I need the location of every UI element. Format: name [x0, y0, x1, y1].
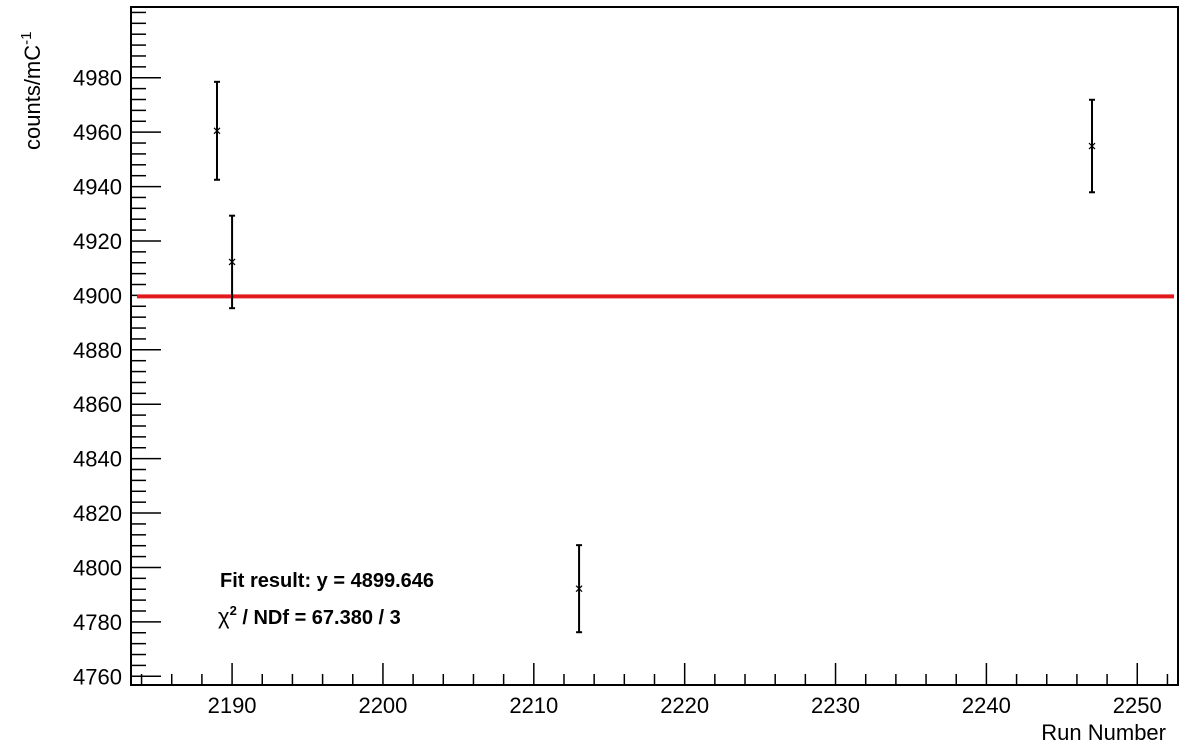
x-tick-label: 2220	[660, 693, 709, 718]
y-tick-label: 4800	[73, 555, 122, 580]
y-tick-label: 4880	[73, 338, 122, 363]
y-tick-label: 4920	[73, 229, 122, 254]
y-axis-title: counts/mC-1	[18, 32, 45, 151]
data-point	[1088, 98, 1096, 194]
x-tick-label: 2230	[811, 693, 860, 718]
y-tick-label: 4960	[73, 120, 122, 145]
y-tick-label: 4820	[73, 501, 122, 526]
y-tick-label: 4760	[73, 664, 122, 689]
x-axis-title: Run Number	[1041, 720, 1166, 745]
data-point	[228, 214, 236, 310]
chi2-symbol: χ	[218, 604, 230, 629]
y-tick-label: 4780	[73, 610, 122, 635]
x-tick-label: 2250	[1113, 693, 1162, 718]
chi2-sup: 2	[230, 603, 237, 618]
data-point	[213, 80, 221, 181]
x-tick-label: 2240	[962, 693, 1011, 718]
y-axis-ticks	[131, 11, 161, 678]
y-tick-label: 4940	[73, 175, 122, 200]
x-tick-label: 2200	[358, 693, 407, 718]
point-marker-b	[1088, 142, 1096, 150]
point-marker-b	[213, 127, 221, 135]
x-axis-ticks	[140, 663, 1169, 685]
data-points	[213, 80, 1096, 634]
fit-result-annotation: Fit result: y = 4899.646	[220, 570, 434, 592]
chi2-rest: / NDf = 67.380 / 3	[237, 607, 401, 629]
y-axis-title-main: counts/mC	[20, 45, 45, 150]
x-tick-label: 2210	[509, 693, 558, 718]
data-point	[575, 544, 583, 634]
chi2-annotation: χ2 / NDf = 67.380 / 3	[218, 603, 401, 629]
y-tick-label: 4840	[73, 447, 122, 472]
x-tick-label: 2190	[208, 693, 257, 718]
x-axis-tick-labels: 2190 2200 2210 2220 2230 2240 2250	[208, 693, 1162, 718]
y-axis-tick-labels: 4760 4780 4800 4820 4840 4860 4880 4900 4920 4940…	[73, 66, 122, 690]
y-axis-title-sup: -1	[18, 32, 35, 45]
point-marker-b	[575, 585, 583, 593]
y-tick-label: 4980	[73, 66, 122, 91]
y-tick-label: 4860	[73, 392, 122, 417]
point-marker-b	[228, 258, 236, 266]
y-tick-label: 4900	[73, 283, 122, 308]
